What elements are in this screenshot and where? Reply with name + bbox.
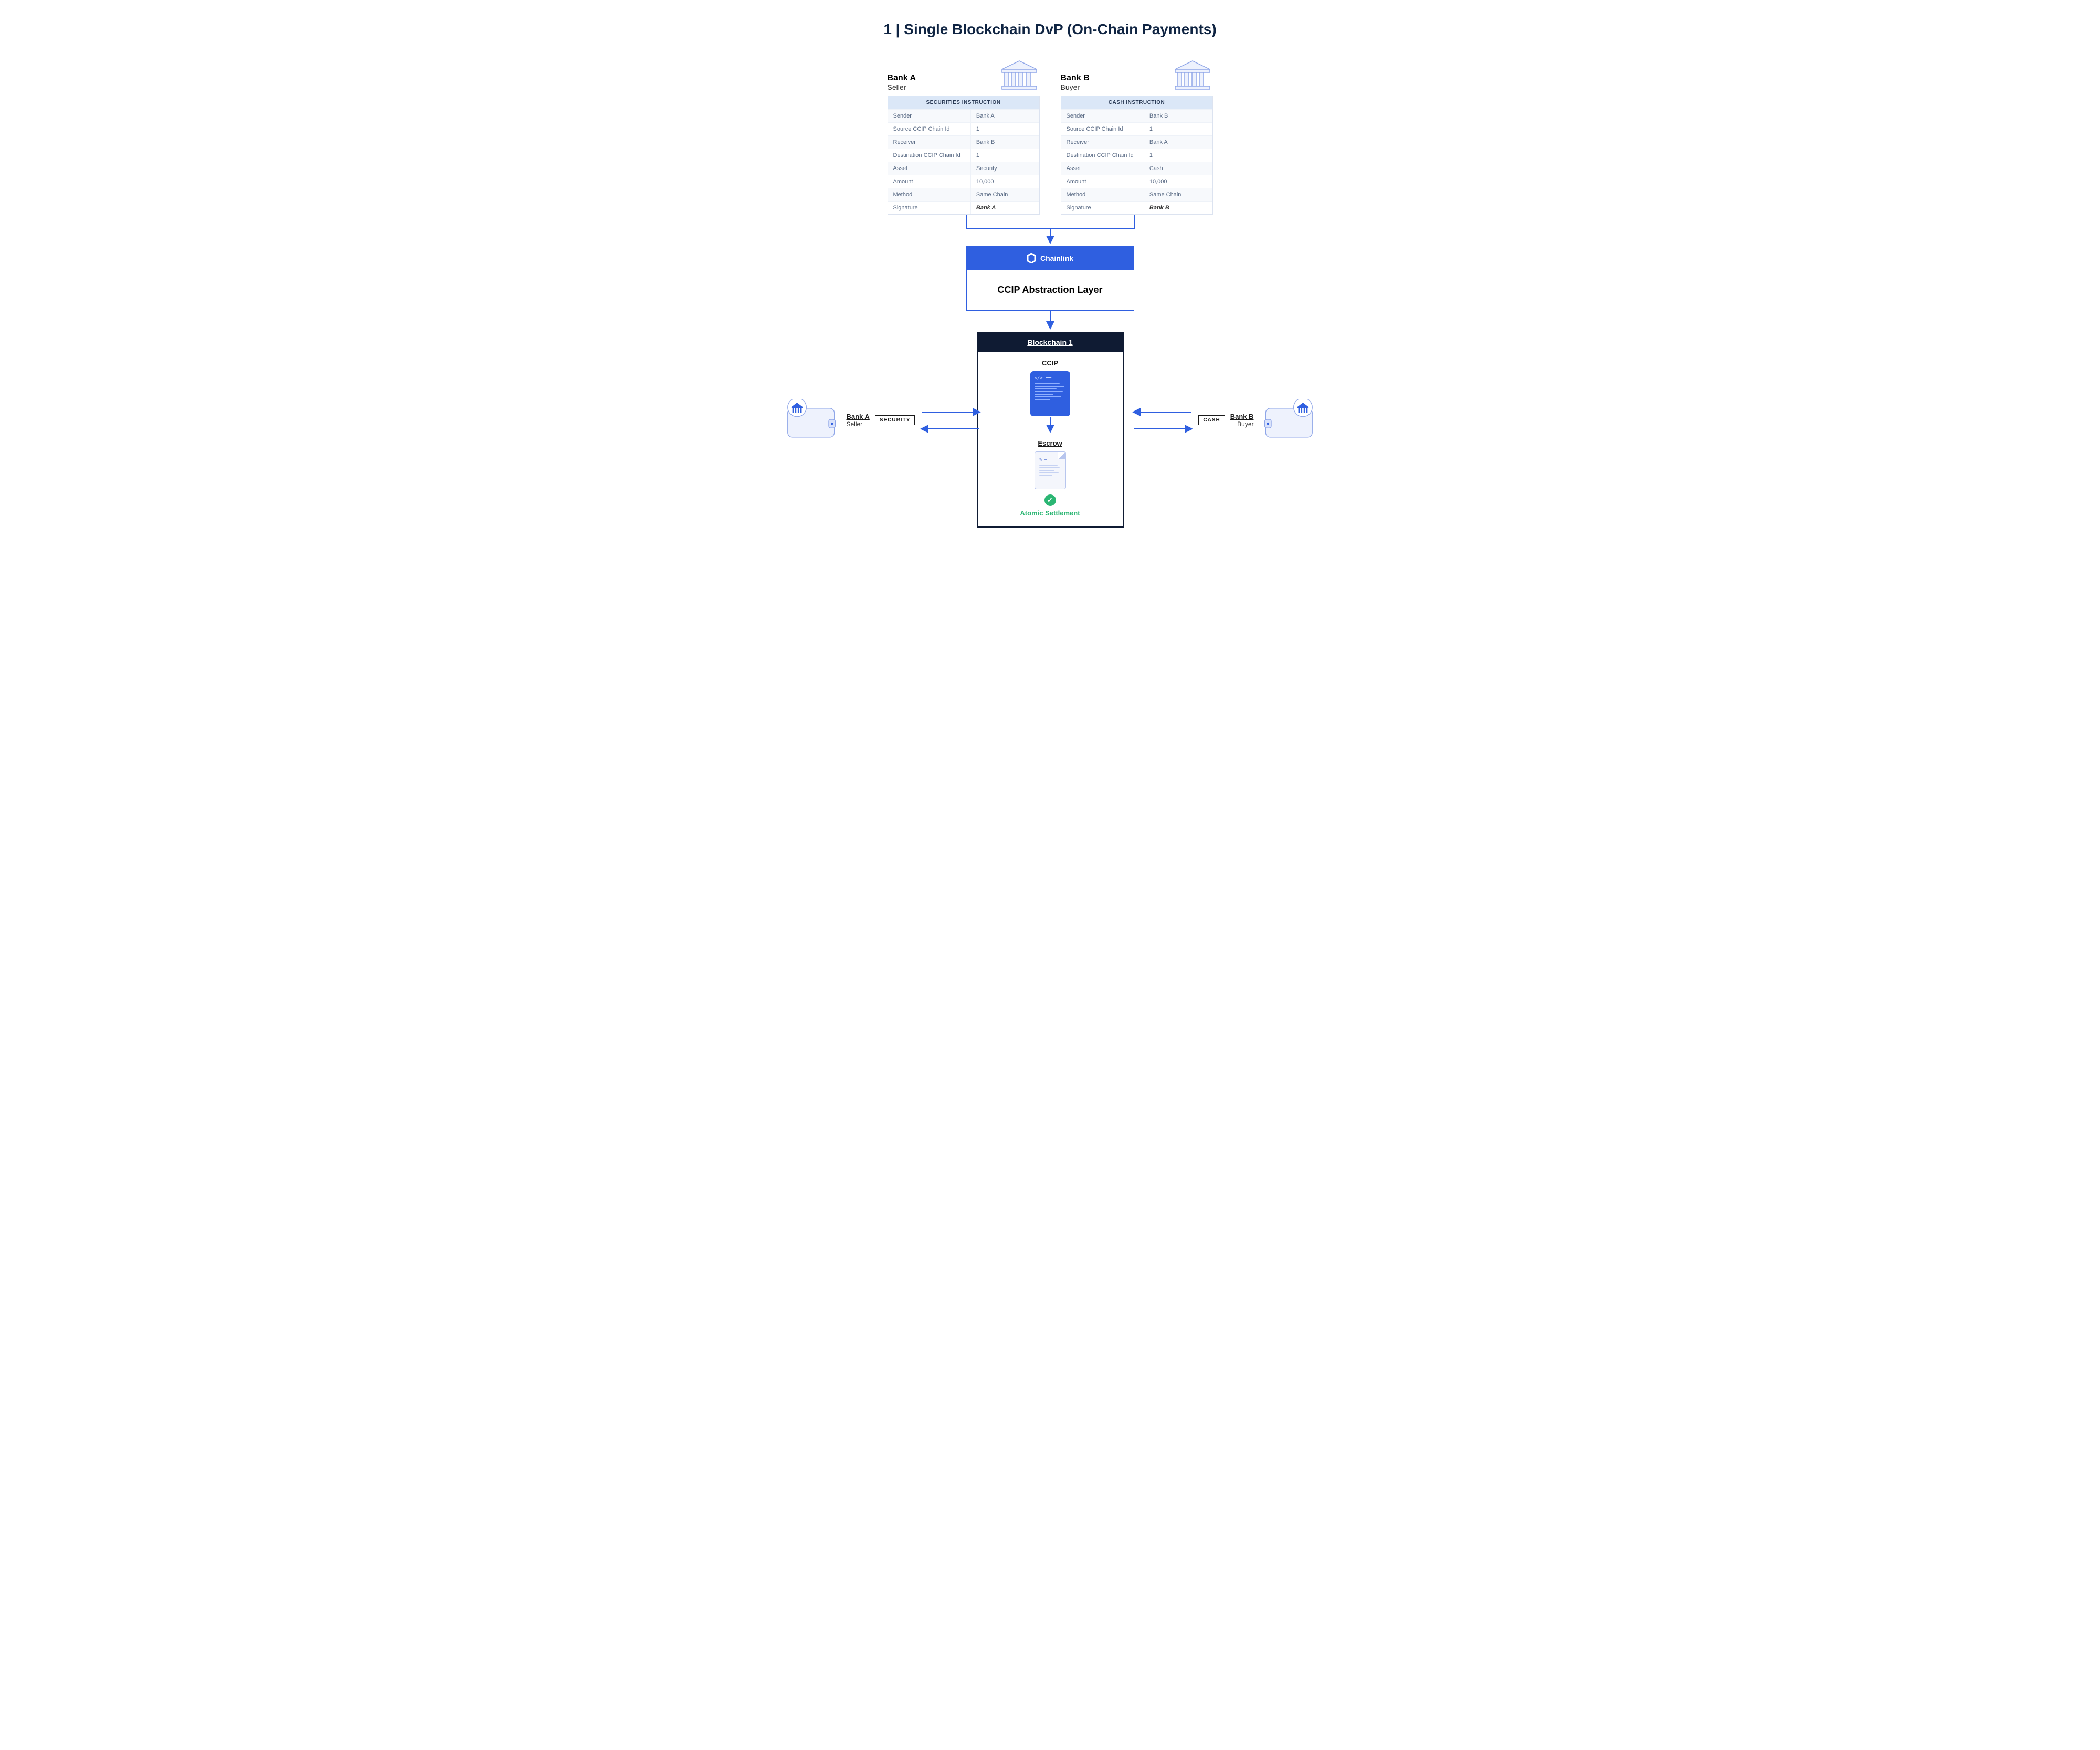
table-row: AssetSecurity	[888, 162, 1039, 175]
table-cell-key: Receiver	[888, 136, 971, 149]
bank-building-icon	[1172, 59, 1213, 91]
escrow-right-name: Bank B	[1230, 413, 1254, 420]
table-row: Source CCIP Chain Id1	[888, 122, 1039, 135]
cash-table-heading: CASH INSTRUCTION	[1061, 96, 1212, 109]
chainlink-brand-label: Chainlink	[1040, 254, 1073, 262]
table-cell-value: Bank B	[971, 136, 1039, 149]
table-cell-key: Source CCIP Chain Id	[888, 123, 971, 135]
table-cell-key: Destination CCIP Chain Id	[888, 149, 971, 162]
table-cell-key: Sender	[1061, 110, 1144, 122]
connector-tables-to-ccip	[882, 215, 1218, 246]
cash-instruction-table: CASH INSTRUCTION SenderBank BSource CCIP…	[1061, 96, 1213, 215]
chainlink-header: Chainlink	[967, 247, 1134, 270]
table-cell-key: Amount	[1061, 175, 1144, 188]
table-cell-value: 10,000	[1144, 175, 1212, 188]
ccip-abstraction-box: Chainlink CCIP Abstraction Layer	[966, 246, 1134, 311]
check-icon: ✓	[1044, 494, 1056, 506]
table-cell-value: Bank A	[971, 110, 1039, 122]
connector-contract-to-escrow	[1040, 416, 1061, 435]
securities-table-heading: SECURITIES INSTRUCTION	[888, 96, 1039, 109]
chainlink-hex-icon	[1027, 253, 1036, 263]
arrows-left	[920, 396, 983, 444]
table-row: Source CCIP Chain Id1	[1061, 122, 1212, 135]
escrow-left-name: Bank A	[846, 413, 869, 420]
table-cell-value: 1	[971, 149, 1039, 162]
escrow-label: Escrow	[983, 439, 1117, 447]
diagram-title: 1 | Single Blockchain DvP (On-Chain Paym…	[735, 21, 1365, 38]
securities-table-body: SenderBank ASource CCIP Chain Id1Receive…	[888, 109, 1039, 214]
table-row: ReceiverBank B	[888, 135, 1039, 149]
blockchain-box: Blockchain 1 CCIP </> ━━ Escrow ✎ ━	[977, 332, 1124, 528]
cash-table-body: SenderBank BSource CCIP Chain Id1Receive…	[1061, 109, 1212, 214]
table-row: AssetCash	[1061, 162, 1212, 175]
escrow-right-role: Buyer	[1230, 420, 1254, 428]
table-row: SignatureBank B	[1061, 201, 1212, 214]
table-cell-value: Bank B	[1144, 202, 1212, 214]
table-row: SenderBank B	[1061, 109, 1212, 122]
security-tag: SECURITY	[875, 415, 915, 425]
cash-tag: CASH	[1198, 415, 1225, 425]
table-cell-value: Same Chain	[1144, 188, 1212, 201]
table-cell-key: Method	[1061, 188, 1144, 201]
table-row: SenderBank A	[888, 109, 1039, 122]
table-row: Destination CCIP Chain Id1	[888, 149, 1039, 162]
table-row: ReceiverBank A	[1061, 135, 1212, 149]
table-cell-key: Destination CCIP Chain Id	[1061, 149, 1144, 162]
escrow-left-role: Seller	[846, 420, 869, 428]
table-cell-value: 10,000	[971, 175, 1039, 188]
table-cell-key: Asset	[1061, 162, 1144, 175]
table-cell-key: Method	[888, 188, 971, 201]
smart-contract-icon: </> ━━	[1030, 371, 1070, 416]
table-cell-key: Signature	[888, 202, 971, 214]
bank-b-name: Bank B	[1061, 73, 1167, 83]
table-cell-key: Amount	[888, 175, 971, 188]
table-cell-value: 1	[1144, 123, 1212, 135]
bank-building-icon	[999, 59, 1040, 91]
escrow-right-side: CASH Bank B Buyer	[1198, 399, 1316, 441]
table-row: MethodSame Chain	[888, 188, 1039, 201]
connector-ccip-to-chain	[1040, 311, 1061, 332]
table-cell-value: Bank B	[1144, 110, 1212, 122]
table-cell-key: Receiver	[1061, 136, 1144, 149]
banks-row: Bank A Seller SECURITIES INSTRUCTION Sen…	[735, 59, 1365, 215]
table-cell-key: Asset	[888, 162, 971, 175]
table-row: Destination CCIP Chain Id1	[1061, 149, 1212, 162]
wallet-icon	[783, 399, 841, 441]
bank-a-name: Bank A	[888, 73, 994, 83]
table-cell-value: Bank A	[971, 202, 1039, 214]
ccip-layer-label: CCIP Abstraction Layer	[967, 270, 1134, 310]
securities-instruction-table: SECURITIES INSTRUCTION SenderBank ASourc…	[888, 96, 1040, 215]
table-cell-value: Bank A	[1144, 136, 1212, 149]
escrow-document-icon: ✎ ━	[1035, 451, 1066, 489]
atomic-settlement-label: Atomic Settlement	[983, 509, 1117, 517]
table-cell-value: 1	[1144, 149, 1212, 162]
table-row: Amount10,000	[1061, 175, 1212, 188]
table-cell-value: Cash	[1144, 162, 1212, 175]
wallet-icon	[1259, 399, 1317, 441]
bank-a-role: Seller	[888, 83, 994, 91]
arrows-right	[1130, 396, 1193, 444]
table-cell-value: Security	[971, 162, 1039, 175]
table-cell-value: Same Chain	[971, 188, 1039, 201]
table-row: SignatureBank A	[888, 201, 1039, 214]
table-cell-key: Sender	[888, 110, 971, 122]
table-cell-value: 1	[971, 123, 1039, 135]
table-cell-key: Signature	[1061, 202, 1144, 214]
bank-b-block: Bank B Buyer CASH INSTRUCTION SenderBank…	[1061, 59, 1213, 215]
bank-b-role: Buyer	[1061, 83, 1167, 91]
bank-a-block: Bank A Seller SECURITIES INSTRUCTION Sen…	[888, 59, 1040, 215]
table-row: MethodSame Chain	[1061, 188, 1212, 201]
table-row: Amount10,000	[888, 175, 1039, 188]
escrow-left-side: Bank A Seller SECURITY	[783, 399, 915, 441]
ccip-contract-label: CCIP	[983, 359, 1117, 367]
blockchain-title: Blockchain 1	[978, 333, 1123, 352]
table-cell-key: Source CCIP Chain Id	[1061, 123, 1144, 135]
